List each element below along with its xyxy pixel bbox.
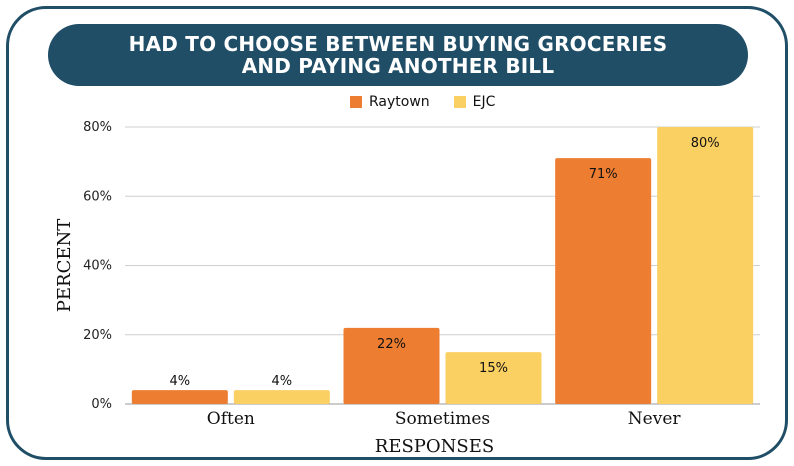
bar-ejc-often — [233, 390, 330, 404]
data-label: 80% — [691, 136, 720, 151]
y-axis-title: PERCENT — [54, 219, 75, 312]
legend: Raytown EJC — [350, 94, 495, 110]
legend-swatch-raytown — [350, 96, 362, 108]
legend-label-ejc: EJC — [472, 94, 496, 110]
data-label: 4% — [170, 374, 191, 389]
data-label: 4% — [272, 374, 293, 389]
bar-raytown-often — [131, 390, 228, 404]
x-tick-label: Sometimes — [395, 409, 490, 429]
data-label: 22% — [377, 337, 406, 352]
title-banner: HAD TO CHOOSE BETWEEN BUYING GROCERIES A… — [48, 24, 748, 86]
y-tick-label: 0% — [91, 397, 112, 412]
bar-ejc-never — [657, 127, 754, 404]
y-tick-label: 40% — [83, 259, 112, 274]
x-tick-label: Never — [628, 409, 682, 429]
x-tick-label: Often — [207, 409, 255, 429]
legend-item-raytown: Raytown — [350, 94, 430, 110]
data-label: 71% — [589, 167, 618, 182]
y-tick-label: 20% — [83, 328, 112, 343]
data-label: 15% — [479, 361, 508, 376]
legend-item-ejc: EJC — [453, 94, 496, 110]
legend-swatch-ejc — [453, 96, 466, 108]
chart-title: HAD TO CHOOSE BETWEEN BUYING GROCERIES A… — [128, 32, 668, 78]
y-tick-label: 60% — [83, 189, 112, 204]
x-axis-title: RESPONSES — [375, 436, 494, 457]
y-tick-label: 80% — [83, 120, 112, 135]
legend-label-raytown: Raytown — [369, 94, 430, 110]
bar-raytown-sometimes — [343, 327, 440, 404]
bar-ejc-sometimes — [445, 352, 542, 404]
bar-raytown-never — [555, 158, 652, 404]
